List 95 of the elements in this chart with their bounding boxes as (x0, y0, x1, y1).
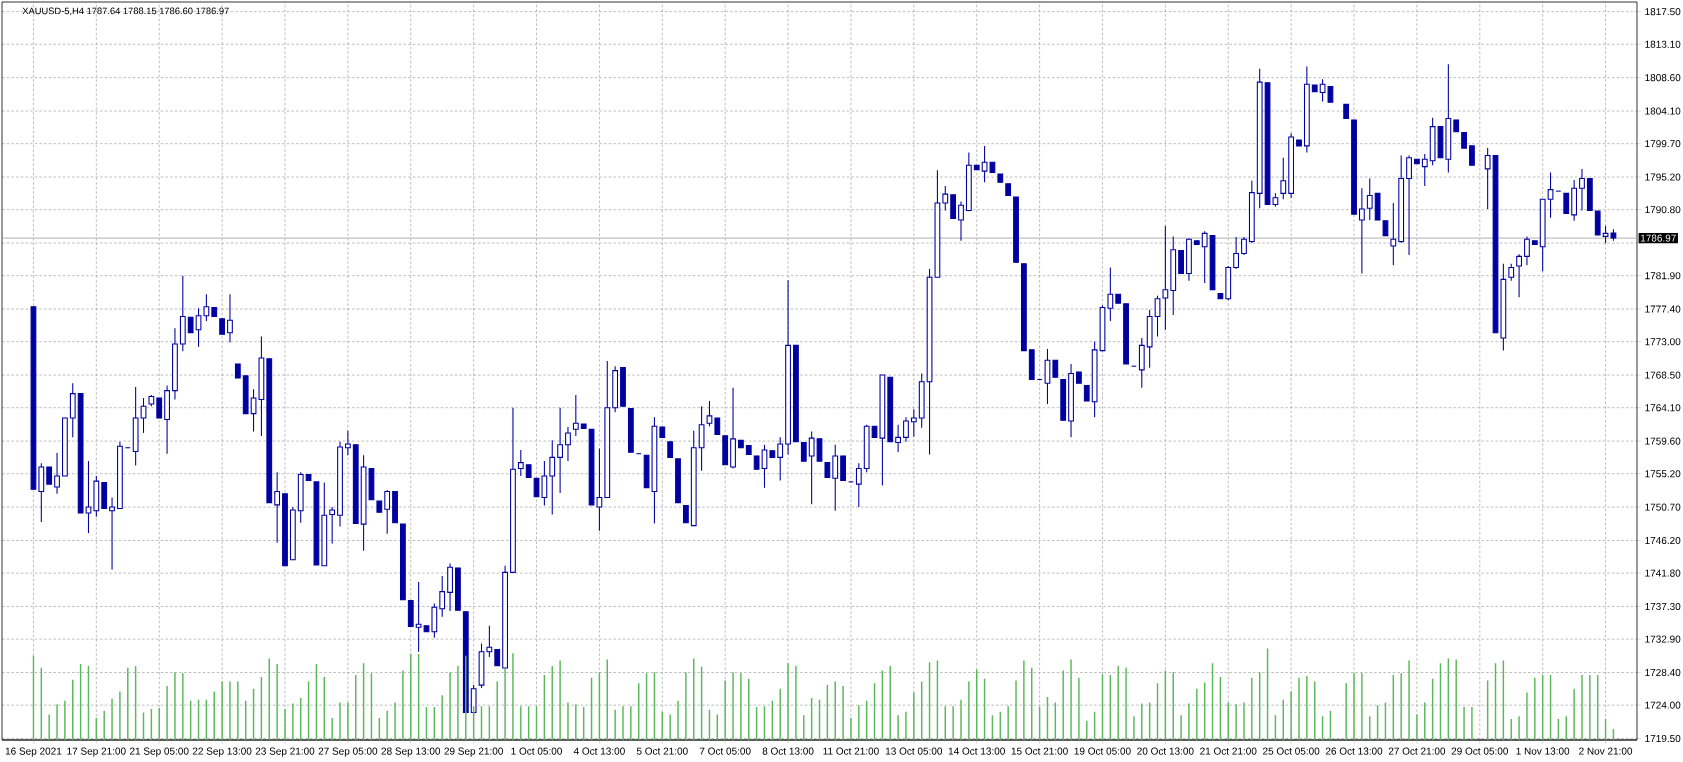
x-tick-label: 15 Oct 21:00 (1011, 747, 1068, 755)
candlestick (1594, 210, 1601, 236)
candlestick (1516, 253, 1522, 298)
candlestick (1484, 147, 1491, 210)
y-tick-label: 1808.60 (1645, 74, 1681, 82)
candlestick (1280, 157, 1287, 200)
candlestick (777, 436, 784, 481)
candlestick (1579, 168, 1585, 211)
x-tick-label: 28 Sep 13:00 (381, 747, 441, 757)
x-tick-label: 17 Sep 21:00 (67, 747, 126, 757)
x-tick-label: 21 Sep 05:00 (129, 747, 189, 757)
y-tick-label: 1746.20 (1645, 536, 1681, 545)
candlestick (855, 462, 862, 508)
x-tick-label: 23 Sep 21:00 (255, 747, 315, 757)
candlestick (1406, 154, 1412, 256)
x-tick-label: 29 Sep 21:00 (444, 747, 503, 757)
candlestick (1201, 230, 1208, 284)
x-tick-label: 2 Nov 21:00 (1579, 747, 1633, 755)
x-tick-label: 4 Oct 13:00 (573, 747, 625, 755)
candlestick (832, 444, 839, 512)
candlestick (706, 400, 713, 427)
x-tick-label: 21 Oct 21:00 (1200, 747, 1257, 755)
candlestick (109, 496, 115, 570)
y-tick-label: 1773.00 (1645, 338, 1681, 346)
y-tick-label: 1728.40 (1645, 668, 1681, 677)
y-tick-label: 1777.40 (1645, 305, 1681, 313)
x-tick-label: 27 Oct 21:00 (1388, 747, 1446, 755)
y-tick-label: 1741.80 (1645, 569, 1681, 577)
candlestick (384, 489, 391, 535)
y-tick-label: 1804.10 (1645, 107, 1681, 115)
candlestick (895, 424, 902, 453)
y-tick-label: 1719.50 (1645, 734, 1681, 743)
candlestick (344, 430, 351, 456)
x-tick-label: 7 Oct 05:00 (699, 747, 751, 755)
x-tick-label: 22 Sep 13:00 (192, 747, 252, 757)
candlestick (557, 407, 564, 494)
x-tick-label: 26 Oct 13:00 (1325, 747, 1383, 755)
y-tick-label: 1764.10 (1645, 404, 1681, 412)
x-tick-label: 1 Oct 05:00 (511, 747, 562, 755)
x-tick-label: 25 Oct 05:00 (1263, 747, 1320, 755)
x-tick-label: 29 Oct 05:00 (1451, 747, 1509, 755)
y-tick-label: 1724.00 (1645, 701, 1681, 709)
y-tick-label: 1799.70 (1645, 140, 1681, 148)
candlestick (439, 575, 446, 618)
candlestick (1366, 177, 1373, 221)
y-tick-label: 1795.20 (1645, 173, 1681, 181)
candlestick (274, 471, 281, 544)
candlestick (329, 506, 336, 544)
x-tick-label: 1 Nov 13:00 (1516, 747, 1570, 755)
candlestick (1524, 235, 1530, 266)
candlestick (1178, 249, 1184, 274)
x-tick-label: 11 Oct 21:00 (823, 747, 879, 755)
candlestick (958, 200, 964, 242)
y-tick-label: 1781.90 (1645, 272, 1681, 280)
x-tick-label: 19 Oct 05:00 (1074, 747, 1131, 755)
y-tick-label: 1755.20 (1645, 470, 1681, 478)
y-tick-label: 1790.80 (1645, 206, 1681, 214)
candlestick (1421, 153, 1428, 187)
y-tick-label: 1732.90 (1645, 635, 1681, 643)
candlestick (156, 397, 163, 419)
candlestick (572, 394, 579, 437)
x-tick-label: 16 Sep 2021 (5, 747, 62, 757)
candlestick (1107, 266, 1114, 322)
x-tick-label: 20 Oct 13:00 (1137, 747, 1194, 755)
y-tick-label: 1768.50 (1645, 371, 1681, 379)
candlestick (698, 405, 705, 472)
x-tick-label: 13 Oct 05:00 (885, 747, 943, 755)
candlestick (517, 449, 524, 477)
candlestick (1563, 192, 1570, 214)
x-tick-label: 8 Oct 13:00 (762, 747, 814, 755)
candlestick (54, 452, 60, 495)
x-tick-label: 14 Oct 13:00 (948, 747, 1005, 755)
candlestick (950, 194, 957, 220)
y-tick-label: 1759.60 (1645, 437, 1681, 445)
candlestick (800, 442, 807, 462)
y-tick-label: 1817.50 (1645, 8, 1681, 16)
candlestick (1469, 145, 1475, 166)
candlestick (1044, 348, 1051, 405)
candlestick (1233, 236, 1240, 270)
candlestick (227, 293, 233, 343)
candlestick (910, 408, 917, 438)
candlestick (903, 416, 909, 443)
y-tick-label: 1737.30 (1645, 602, 1681, 611)
candlestick (1547, 172, 1554, 219)
candlestick (942, 185, 949, 211)
ref-line-label: 1786.97 (1640, 234, 1676, 242)
candlestick (549, 439, 556, 516)
x-tick-label: 27 Sep 05:00 (318, 747, 378, 757)
candlestick (565, 426, 571, 462)
text: XAUUSD-5,H4 1787.64 1788.15 1786.60 1786.97 (22, 7, 229, 16)
y-tick-label: 1750.70 (1645, 503, 1681, 511)
y-tick-label: 1813.10 (1645, 40, 1681, 48)
candlestick (1390, 202, 1397, 266)
x-tick-label: 5 Oct 21:00 (636, 747, 688, 755)
candlestick (1358, 187, 1365, 274)
